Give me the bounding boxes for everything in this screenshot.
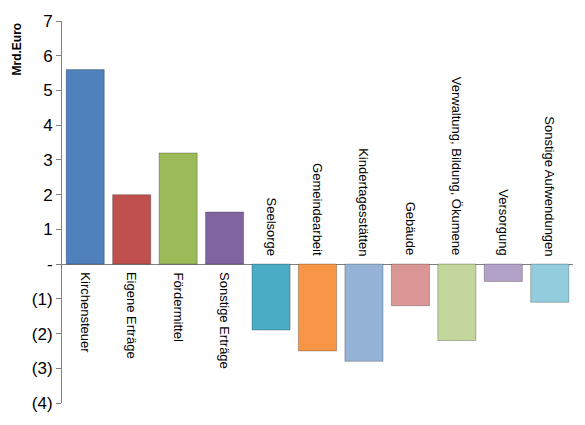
svg-text:-: - [47,255,53,274]
svg-text:Versorgung: Versorgung [496,189,511,256]
svg-text:2: 2 [43,186,52,205]
svg-text:Gebäude: Gebäude [403,202,418,256]
svg-text:Mrd.Euro: Mrd.Euro [10,23,24,76]
svg-text:Verwaltung, Bildung, Ökumene: Verwaltung, Bildung, Ökumene [449,77,464,256]
svg-text:Kirchensteuer: Kirchensteuer [78,272,93,353]
svg-text:5: 5 [43,81,52,100]
svg-text:Seelsorge: Seelsorge [264,198,279,257]
svg-text:1: 1 [43,220,52,239]
svg-text:6: 6 [43,47,52,66]
svg-text:(2): (2) [32,325,53,344]
svg-text:Kindertagesstätten: Kindertagesstätten [356,148,371,256]
svg-text:3: 3 [43,151,52,170]
svg-text:(3): (3) [32,359,53,378]
svg-text:Sonstige Erträge: Sonstige Erträge [217,272,232,369]
svg-text:Gemeindearbeit: Gemeindearbeit [310,163,325,256]
svg-text:Fördermittel: Fördermittel [171,272,186,341]
svg-text:7: 7 [43,12,52,31]
svg-text:Sonstige Aufwendungen: Sonstige Aufwendungen [542,116,557,256]
svg-text:Eigene Erträge: Eigene Erträge [124,272,139,359]
svg-text:(1): (1) [32,290,53,309]
svg-text:(4): (4) [32,394,53,413]
svg-text:4: 4 [43,116,52,135]
